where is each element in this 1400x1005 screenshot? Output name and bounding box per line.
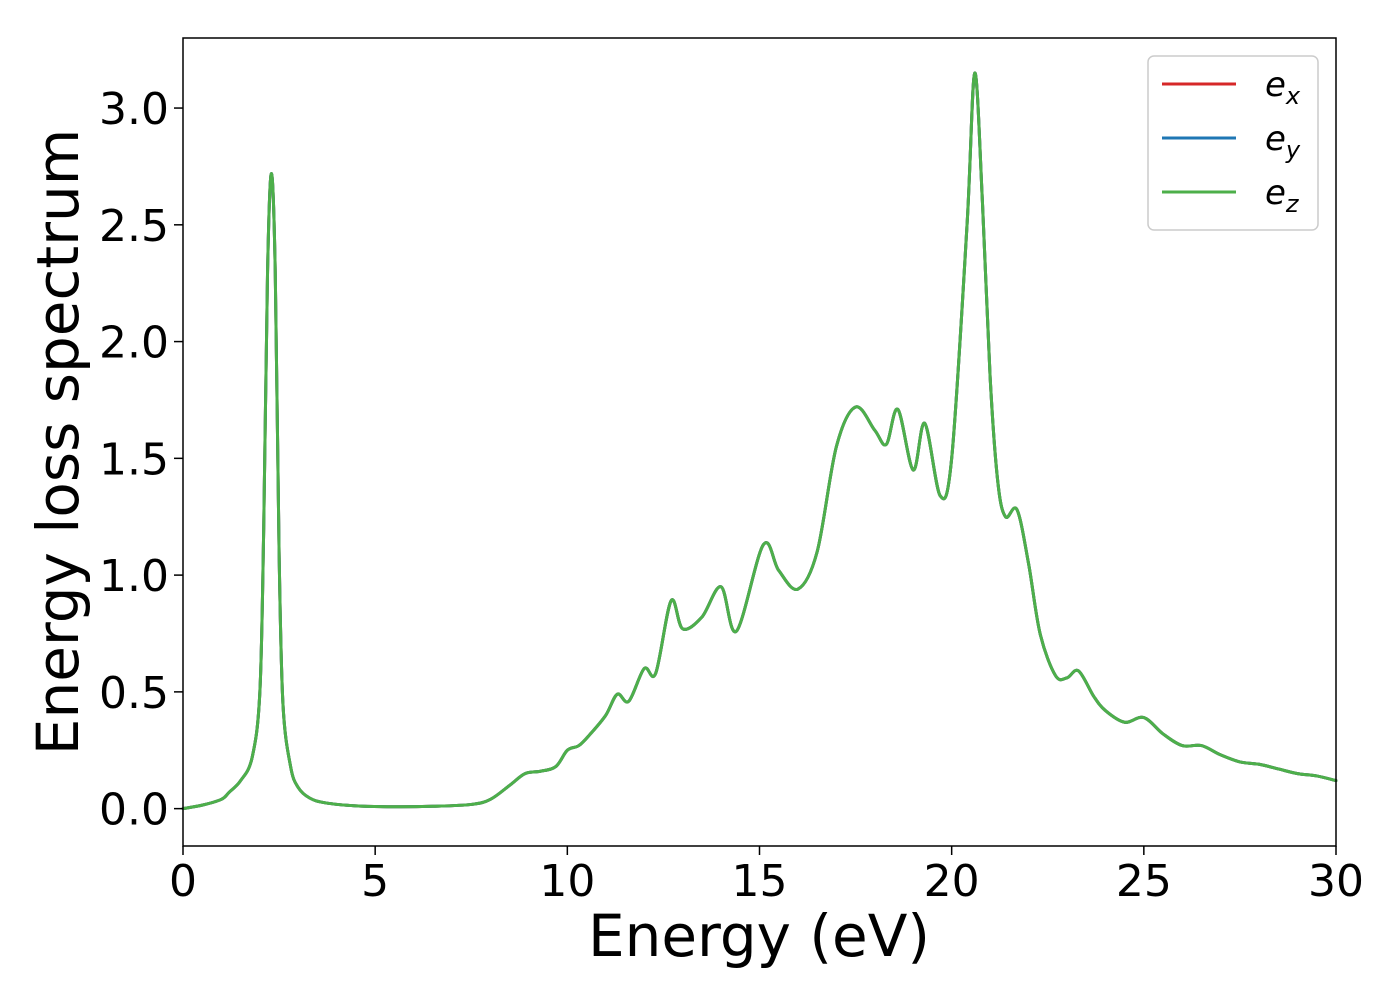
y-tick-label: 0.0 — [99, 785, 169, 836]
x-axis-label: Energy (eV) — [588, 902, 930, 970]
x-tick-label: 0 — [169, 856, 197, 907]
plot-background — [183, 38, 1336, 846]
x-tick-label: 30 — [1308, 856, 1364, 907]
x-tick-label: 10 — [539, 856, 595, 907]
y-tick-label: 2.0 — [99, 318, 169, 369]
y-tick-label: 2.5 — [99, 201, 169, 252]
y-tick-label: 1.0 — [99, 551, 169, 602]
y-tick-label: 1.5 — [99, 434, 169, 485]
y-axis: 0.0 0.5 1.0 1.5 2.0 2.5 3.0 — [99, 84, 183, 836]
series-line-e-z — [181, 71, 1338, 811]
legend-frame — [1147, 55, 1319, 231]
x-tick-label: 15 — [732, 856, 788, 907]
x-tick-label: 25 — [1116, 856, 1172, 907]
y-tick-label: 0.5 — [99, 668, 169, 719]
x-tick-label: 5 — [361, 856, 389, 907]
series-layer — [181, 71, 1338, 811]
y-tick-label: 3.0 — [99, 84, 169, 135]
y-axis-label: Energy loss spectrum — [24, 129, 92, 755]
x-tick-label: 20 — [924, 856, 980, 907]
x-axis: 0 5 10 15 20 25 30 — [169, 846, 1364, 907]
